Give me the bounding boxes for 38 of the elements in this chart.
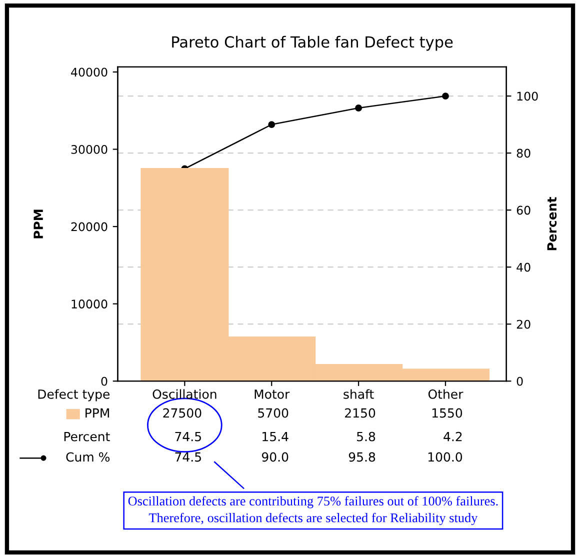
data-label: 27500 [163,408,202,418]
y2-tick-label: 20 [516,320,530,329]
x-tick-label: Oscillation [152,389,216,399]
x-tick-label: Other [428,389,464,399]
text: 74.5 [175,432,201,442]
y-axis-title: PPM [34,210,43,238]
data-label: 1550 [432,408,462,418]
data-label: 95.8 [348,452,376,462]
data-label: 2150 [345,408,376,418]
text: 15.4 [262,432,288,442]
text: Oscillation defects are contributing 75% failures out of 100% failures. Therefore, oscillation defects are selected for Reliability study [128,496,498,526]
y-tick-label: 10000 [72,300,108,308]
text: 5.8 [357,432,376,442]
data-label: 90.0 [262,452,288,462]
y2-tick-label: 0 [516,376,523,386]
y2-tick-label: 100 [517,92,538,101]
data-label: 100.0 [428,452,462,462]
chart-title: Pareto Chart of Table fan Defect type [172,36,453,51]
legend-label: PPM [86,408,109,418]
x-tick-label: shaft [344,389,374,399]
y-tick-label: 30000 [71,144,108,154]
y2-tick-label: 60 [516,206,530,215]
point [268,121,276,128]
x-tick-label: Motor [254,390,290,399]
y2-tick-label: 80 [516,148,530,158]
y-tick-label: 0 [101,376,108,386]
data-label: 5700 [258,408,288,418]
y2-tick-label: 40 [516,262,530,272]
y-tick-label: 40000 [71,68,108,77]
data-label: 74.5 [175,452,201,462]
y2-axis-title: Percent [547,197,557,250]
y-tick-label: 20000 [71,222,108,232]
text: 4.2 [444,432,462,442]
point [442,92,449,100]
x-axis-title: Defect type [38,389,110,402]
text: Percent [64,432,110,442]
legend-label: Cum % [66,452,110,462]
point [355,104,362,112]
